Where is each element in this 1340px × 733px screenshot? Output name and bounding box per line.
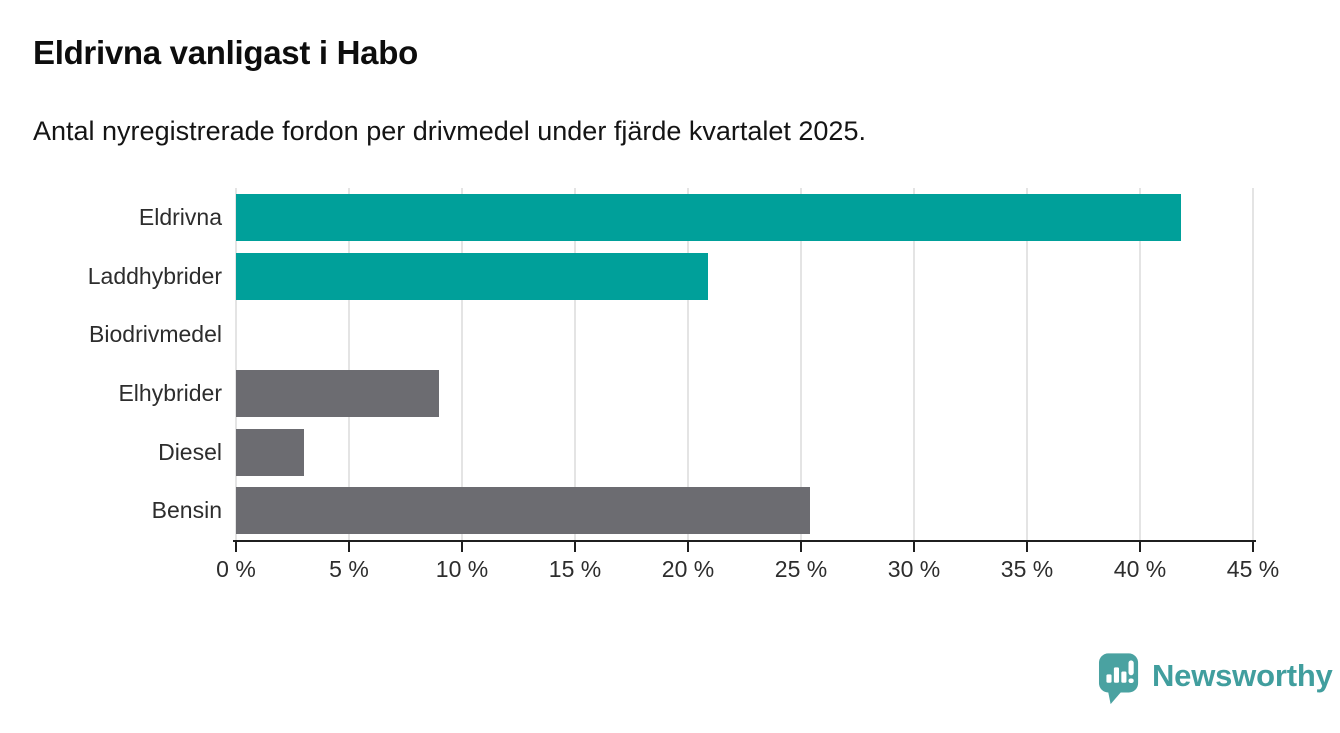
x-axis-tick [687,542,689,552]
category-label-laddhybrider: Laddhybrider [87,262,222,289]
plot-area: 0 % 5 % 10 % 15 % 20 % 25 % 30 % 35 % 40 % 45 % [216,188,1279,582]
newsworthy-branding: Newsworthy [1096,652,1333,706]
x-axis-tick-label: 35 % [1000,556,1054,582]
category-label-elhybrider: Elhybrider [118,380,222,406]
bar-elhybrider [236,369,440,417]
newsworthy-logo-icon [1098,653,1139,705]
x-axis-tick-label: 10 % [435,556,489,582]
x-axis-tick [800,542,802,552]
x-axis-tick-label: 25 % [774,556,828,582]
x-axis-tick [461,542,463,552]
bar-bensin [236,487,811,535]
x-axis-line [233,540,1256,542]
gridline [461,188,463,540]
gridline [800,188,802,540]
x-axis-tick-label: 45 % [1226,556,1280,582]
category-label-diesel: Diesel [158,438,222,465]
x-axis-tick-label: 40 % [1113,556,1167,582]
category-label-eldrivna: Eldrivna [138,204,222,230]
bar-laddhybrider [236,252,709,300]
x-axis-tick-label: 15 % [548,556,602,582]
x-axis-tick [1026,542,1028,552]
y-axis-labels: Eldrivna Laddhybrider Biodrivmedel Elhybrid… [0,188,222,540]
x-axis-tick [1139,542,1141,552]
x-axis-tick-label: 20 % [661,556,715,582]
gridline [1252,188,1254,540]
x-axis-tick-label: 30 % [887,556,941,582]
brand-name: Newsworthy [1152,658,1333,693]
chart-title: Eldrivna vanligast i Habo [33,34,418,71]
x-axis-tick [348,542,350,552]
gridline [1026,188,1028,540]
bar-eldrivna [236,193,1181,241]
x-axis-tick [235,542,237,552]
gridline [574,188,576,540]
gridline [235,188,237,540]
gridline [1139,188,1141,540]
category-label-bensin: Bensin [151,497,222,524]
x-axis-tick-label: 5 % [329,556,369,582]
category-label-biodrivmedel: Biodrivmedel [89,321,222,348]
x-axis-tick [574,542,576,552]
chart-subtitle: Antal nyregistrerade fordon per drivmede… [33,116,866,146]
gridline [348,188,350,540]
x-axis-tick-label: 0 % [216,556,256,582]
bar-diesel [236,428,304,476]
gridline [913,188,915,540]
bar-chart: Eldrivna Laddhybrider Biodrivmedel Elhybrid… [0,188,1340,582]
x-axis-tick [913,542,915,552]
x-axis-tick [1252,542,1254,552]
gridline [687,188,689,540]
